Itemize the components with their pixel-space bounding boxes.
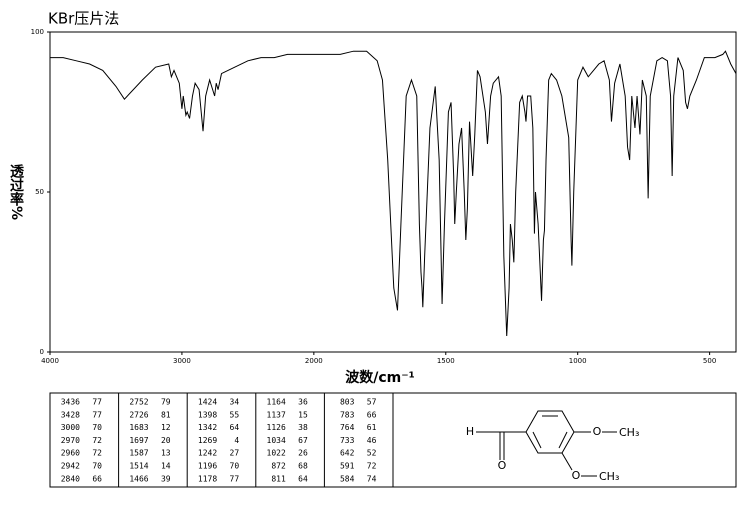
peak-transmittance: 77 — [92, 410, 102, 419]
ring-double-bond — [532, 431, 542, 449]
peak-transmittance: 61 — [367, 423, 377, 432]
peak-transmittance: 64 — [298, 474, 308, 483]
peak-transmittance: 72 — [92, 436, 102, 445]
atom-label: O — [572, 469, 581, 482]
peak-transmittance: 12 — [161, 423, 171, 432]
peak-transmittance: 72 — [367, 462, 377, 471]
peak-transmittance: 55 — [230, 410, 240, 419]
peak-wavenumber: 872 — [271, 462, 286, 471]
atom-label: CH₃ — [619, 426, 639, 439]
peak-wavenumber: 764 — [340, 423, 355, 432]
peak-wavenumber: 803 — [340, 398, 355, 407]
peak-wavenumber: 1697 — [129, 436, 148, 445]
peak-wavenumber: 1022 — [267, 449, 286, 458]
atom-label: CH₃ — [599, 470, 619, 483]
peak-wavenumber: 2942 — [61, 462, 80, 471]
x-tick-label: 2000 — [305, 357, 323, 365]
bond — [561, 452, 573, 471]
spectrum-line — [50, 50, 737, 337]
y-tick-label: 100 — [31, 28, 44, 36]
peak-wavenumber: 584 — [340, 474, 355, 483]
atom-label: O — [593, 425, 602, 438]
peak-transmittance: 52 — [367, 449, 377, 458]
peak-transmittance: 15 — [298, 410, 308, 419]
peak-wavenumber: 1466 — [129, 474, 148, 483]
atom-label: O — [498, 459, 507, 472]
peak-transmittance: 20 — [161, 436, 171, 445]
peak-wavenumber: 1424 — [198, 398, 217, 407]
peak-transmittance: 38 — [298, 423, 308, 432]
peak-transmittance: 66 — [92, 474, 102, 483]
peak-wavenumber: 2840 — [61, 474, 80, 483]
x-tick-label: 1000 — [569, 357, 587, 365]
peak-transmittance: 74 — [367, 474, 377, 483]
peak-transmittance: 57 — [367, 398, 377, 407]
peak-wavenumber: 642 — [340, 449, 355, 458]
peak-wavenumber: 1342 — [198, 423, 217, 432]
x-axis-label: 波数/cm⁻¹ — [345, 369, 415, 386]
peak-transmittance: 70 — [92, 423, 102, 432]
peak-wavenumber: 1398 — [198, 410, 217, 419]
peak-wavenumber: 2970 — [61, 436, 80, 445]
peak-transmittance: 14 — [161, 462, 171, 471]
peak-wavenumber: 1196 — [198, 462, 217, 471]
peak-transmittance: 64 — [230, 423, 240, 432]
peak-wavenumber: 591 — [340, 462, 355, 471]
peak-wavenumber: 783 — [340, 410, 355, 419]
peak-transmittance: 68 — [298, 462, 308, 471]
peak-wavenumber: 1514 — [129, 462, 148, 471]
peak-wavenumber: 3436 — [61, 398, 80, 407]
ring-double-bond — [558, 431, 568, 449]
peak-wavenumber: 811 — [271, 474, 286, 483]
peak-wavenumber: 1126 — [267, 423, 286, 432]
peak-transmittance: 67 — [298, 436, 308, 445]
peak-wavenumber: 1242 — [198, 449, 217, 458]
peak-wavenumber: 1034 — [267, 436, 286, 445]
peak-wavenumber: 2960 — [61, 449, 80, 458]
peak-transmittance: 4 — [234, 436, 239, 445]
peak-transmittance: 26 — [298, 449, 308, 458]
peak-transmittance: 77 — [92, 398, 102, 407]
peak-transmittance: 70 — [230, 462, 240, 471]
plot-frame — [49, 31, 737, 353]
peak-transmittance: 27 — [230, 449, 240, 458]
peak-wavenumber: 1178 — [198, 474, 217, 483]
peak-transmittance: 36 — [298, 398, 308, 407]
x-tick-label: 500 — [703, 357, 716, 365]
peak-wavenumber: 1683 — [129, 423, 148, 432]
structure-bonds — [476, 410, 617, 477]
peak-transmittance: 39 — [161, 474, 171, 483]
atom-label: H — [466, 425, 474, 438]
peak-transmittance: 79 — [161, 398, 171, 407]
peak-wavenumber: 3000 — [61, 423, 80, 432]
y-tick-label: 0 — [40, 348, 44, 356]
peak-transmittance: 34 — [230, 398, 240, 407]
peak-transmittance: 13 — [161, 449, 171, 458]
peak-wavenumber: 3428 — [61, 410, 80, 419]
peak-wavenumber: 2752 — [129, 398, 148, 407]
chart-title: KBr压片法 — [48, 10, 119, 28]
x-tick-label: 4000 — [41, 357, 59, 365]
peak-wavenumber: 733 — [340, 436, 355, 445]
peak-wavenumber: 2726 — [129, 410, 148, 419]
peak-transmittance: 77 — [230, 474, 240, 483]
y-axis-label: 透过率% — [8, 164, 24, 220]
peak-transmittance: 70 — [92, 462, 102, 471]
peak-wavenumber: 1587 — [129, 449, 148, 458]
peak-transmittance: 72 — [92, 449, 102, 458]
peak-wavenumber: 1269 — [198, 436, 217, 445]
x-tick-label: 1500 — [437, 357, 455, 365]
peak-transmittance: 66 — [367, 410, 377, 419]
peak-transmittance: 46 — [367, 436, 377, 445]
peak-wavenumber: 1164 — [267, 398, 286, 407]
peak-wavenumber: 1137 — [267, 410, 286, 419]
structure-frame — [392, 392, 737, 488]
peak-transmittance: 81 — [161, 410, 171, 419]
x-tick-label: 3000 — [173, 357, 191, 365]
y-tick-label: 50 — [35, 188, 44, 196]
